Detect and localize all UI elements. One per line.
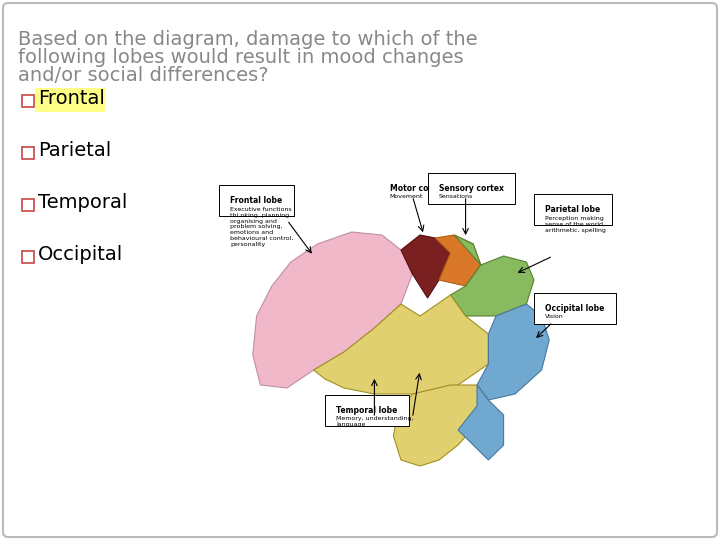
Text: Movement: Movement xyxy=(390,194,423,199)
Bar xyxy=(22,95,34,107)
Text: Frontal: Frontal xyxy=(38,89,105,107)
Text: Occipital lobe: Occipital lobe xyxy=(546,304,605,313)
Text: Sensory cortex: Sensory cortex xyxy=(439,184,504,193)
Bar xyxy=(22,147,34,159)
Text: Memory, understanding,
language: Memory, understanding, language xyxy=(336,416,414,427)
Bar xyxy=(22,199,34,211)
Polygon shape xyxy=(401,235,451,298)
Polygon shape xyxy=(458,385,503,460)
Text: Temporal lobe: Temporal lobe xyxy=(336,406,397,415)
Text: Vision: Vision xyxy=(546,314,564,319)
Text: Perception making
sense of the world,
arithmetic, spelling: Perception making sense of the world, ar… xyxy=(546,216,606,233)
Bar xyxy=(22,251,34,263)
Polygon shape xyxy=(435,235,481,286)
Text: Occipital: Occipital xyxy=(38,245,123,264)
Polygon shape xyxy=(253,232,413,388)
Text: following lobes would result in mood changes: following lobes would result in mood cha… xyxy=(18,48,464,67)
Text: Executive functions
thi nking, planning,
organising and
problem solving,
emotion: Executive functions thi nking, planning,… xyxy=(230,207,293,247)
Polygon shape xyxy=(477,304,549,400)
Text: Sensations: Sensations xyxy=(439,194,473,199)
Polygon shape xyxy=(314,295,488,394)
Text: Temporal: Temporal xyxy=(38,192,127,212)
Text: Parietal lobe: Parietal lobe xyxy=(546,205,600,214)
Text: Based on the diagram, damage to which of the: Based on the diagram, damage to which of… xyxy=(18,30,477,49)
FancyBboxPatch shape xyxy=(35,88,105,112)
Polygon shape xyxy=(451,235,534,316)
Text: Motor cortex: Motor cortex xyxy=(390,184,446,193)
FancyBboxPatch shape xyxy=(3,3,717,537)
Polygon shape xyxy=(393,385,488,466)
Text: Parietal: Parietal xyxy=(38,140,112,159)
Text: and/or social differences?: and/or social differences? xyxy=(18,66,269,85)
Text: Frontal lobe: Frontal lobe xyxy=(230,196,282,205)
